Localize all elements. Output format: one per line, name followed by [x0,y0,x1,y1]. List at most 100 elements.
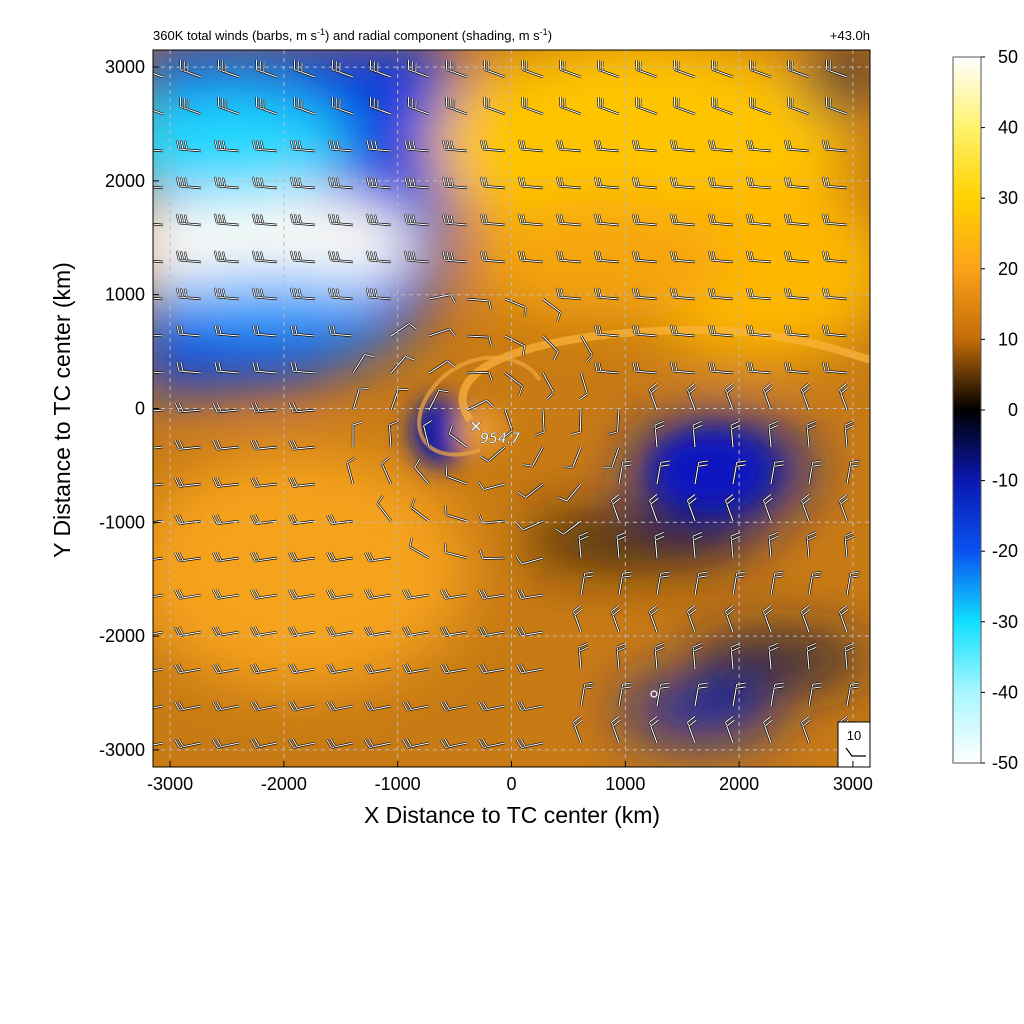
wind-barb [631,324,658,338]
wind-barb [153,333,164,338]
wind-barb [767,642,779,670]
center-x-icon: ✕ [469,419,482,436]
colorbar-tick-label: -40 [992,682,1018,702]
wind-barb [669,250,696,264]
wind-barb [631,176,658,190]
shade-eye-negative [410,397,470,467]
wind-barb [325,626,354,637]
wind-barb [631,250,658,264]
wind-barb [213,176,240,190]
wind-barb [327,139,354,153]
wind-barb [655,681,671,707]
wind-barb [767,531,779,559]
wind-barb [287,663,316,675]
wind-barb [648,715,659,744]
wind-barb [428,293,457,304]
wind-barb [572,715,583,744]
wind-barb [407,59,430,79]
wind-barb [653,531,665,559]
wind-barb [648,493,659,522]
wind-barb [597,59,620,79]
wind-barb [153,741,164,747]
wind-barb [783,361,810,375]
wind-barb [783,213,810,227]
wind-barb [572,604,583,633]
wind-barb [577,531,589,559]
wind-barb [365,287,392,301]
chart-title: 360K total winds (barbs, m s-1) and radi… [153,27,552,43]
wind-barb [504,334,526,356]
wind-barb [249,737,278,749]
wind-barb [173,588,202,600]
x-tick-label: 3000 [833,774,873,794]
wind-barb [466,297,493,311]
wind-barb [615,642,627,670]
colorbar-tick-label: 10 [998,329,1018,349]
wind-barb [153,185,164,190]
wind-barb [365,139,392,153]
wind-barb [477,663,506,675]
wind-barb [289,176,316,190]
wind-barb [174,402,202,414]
colorbar-tick-label: -20 [992,541,1018,561]
wind-barb [729,531,741,559]
tc-center-marker: ✕ 954.7 [469,419,520,448]
wind-barb [173,626,202,637]
wind-barb [745,324,772,338]
colorbar-tick-label: -50 [992,753,1018,773]
wind-barb [731,681,747,707]
wind-barb [479,139,506,153]
wind-barb [211,588,240,600]
wind-barb [729,642,741,670]
wind-barb [478,514,506,525]
wind-barb [401,737,430,749]
wind-barb [593,361,620,375]
wind-barb [655,570,671,596]
shade-east-blue-core [655,435,765,505]
wind-barb [175,139,202,153]
y-axis: -3000 -2000 -1000 0 1000 2000 3000 [99,57,159,760]
wind-barb [403,176,430,190]
wind-barb [711,96,734,116]
wind-barb [175,287,202,301]
wind-barb [731,459,747,485]
wind-barb [441,250,468,264]
wind-barb [466,371,494,382]
wind-barb [821,176,848,190]
wind-barb [597,96,620,116]
wind-barb [287,588,316,600]
wind-barb [631,287,658,301]
wind-barb [610,604,621,633]
wind-barb [805,642,817,670]
wind-barb [410,498,430,522]
colorbar-tick-label: 50 [998,47,1018,67]
wind-barb [351,353,375,374]
wind-barb [845,459,861,485]
reference-barb-box: 10 [837,721,870,767]
wind-barb [769,459,785,485]
wind-barb [669,176,696,190]
wind-barb [428,327,457,338]
wind-barb [745,287,772,301]
wind-barb [289,250,316,264]
wind-barb [554,520,582,536]
wind-barb [707,213,734,227]
wind-barb [174,477,202,488]
wind-barb [153,222,164,227]
colorbar-ticks: 50 40 30 20 10 0 -10 -20 -30 -40 -50 [981,47,1018,773]
wind-barb [800,715,811,744]
wind-barb [515,588,544,600]
wind-barb [593,213,620,227]
wind-barb [153,667,164,673]
wind-barb [669,139,696,153]
x-tick-label: -3000 [147,774,193,794]
wind-barb [213,324,240,338]
wind-barb [555,139,582,153]
wind-barb [288,402,316,414]
wind-barb [403,139,430,153]
wind-barb [363,626,392,637]
wind-barb [293,96,316,116]
wind-barb [724,493,735,522]
wind-barb [787,96,810,116]
wind-barb [707,287,734,301]
